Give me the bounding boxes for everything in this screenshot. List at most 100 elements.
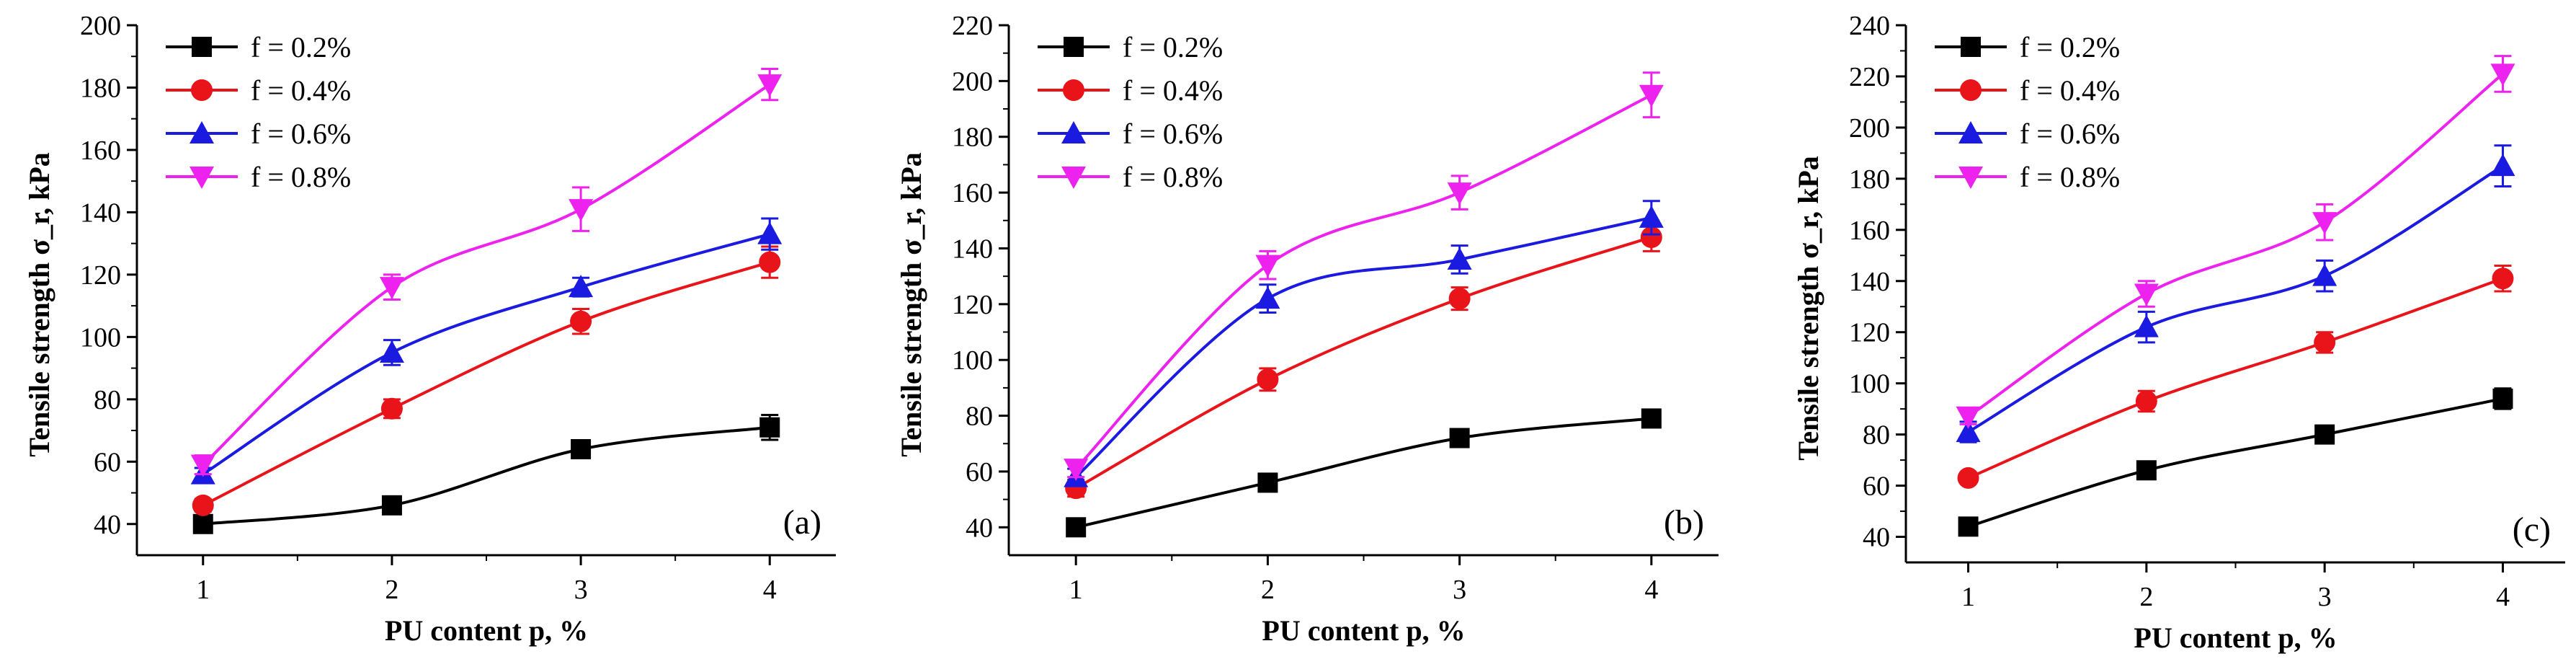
legend-marker (191, 79, 213, 101)
data-point (380, 397, 403, 420)
series-line (202, 260, 770, 507)
data-point (1447, 182, 1472, 205)
x-tick-label: 2 (1261, 575, 1275, 605)
data-point (381, 495, 402, 516)
series-line (1074, 216, 1652, 479)
panel-label: (a) (783, 503, 821, 541)
y-tick-label: 140 (80, 198, 121, 228)
y-axis-title: Tensile strength σ_r, kPa (23, 152, 55, 457)
x-tick-label: 4 (2496, 582, 2510, 612)
data-point (2492, 268, 2514, 290)
data-point (569, 199, 594, 222)
series-line (1967, 277, 2504, 479)
legend-marker (190, 121, 214, 143)
series-line (1967, 397, 2503, 529)
y-tick-label: 60 (1863, 472, 1890, 502)
data-point (1257, 472, 1278, 493)
data-point (192, 513, 213, 534)
series-line (1075, 417, 1652, 529)
y-tick-label: 240 (1849, 11, 1890, 41)
x-tick-label: 3 (2318, 582, 2332, 612)
legend-marker (1061, 167, 1086, 189)
data-point (1956, 420, 1981, 443)
legend-label: f = 0.8% (2020, 161, 2120, 193)
data-point (759, 417, 780, 438)
x-tick-label: 2 (2139, 582, 2153, 612)
legend-label: f = 0.6% (251, 118, 351, 150)
data-point (2314, 331, 2336, 353)
series-3 (190, 217, 783, 485)
data-point (2135, 390, 2157, 412)
y-tick-label: 140 (952, 234, 993, 264)
y-tick-label: 120 (952, 290, 993, 320)
y-tick-label: 100 (80, 322, 121, 353)
x-tick-label: 3 (1453, 575, 1466, 605)
y-tick-label: 180 (952, 123, 993, 153)
y-tick-label: 160 (80, 136, 121, 166)
data-point (2136, 460, 2157, 481)
data-point (759, 251, 781, 273)
series-1 (1958, 387, 2513, 537)
chart-panel-1: 40 60 80 100 120 140 160 180 200 1 2 3 4 PU content p… (23, 11, 836, 647)
data-point (1640, 226, 1662, 248)
x-axis-title: PU content p, % (385, 614, 588, 647)
legend-marker (1961, 37, 1981, 57)
y-tick-label: 120 (80, 260, 121, 291)
x-tick-label: 2 (385, 575, 398, 605)
data-point (192, 494, 214, 516)
y-tick-label: 200 (1849, 113, 1890, 143)
data-point (1066, 517, 1087, 538)
chart-panel-2: 40 60 80 100 120 140 160 180 200 220 1 2 3 4 PU conten… (895, 11, 1719, 647)
legend-marker (1958, 167, 1983, 189)
panel-label: (c) (2513, 510, 2551, 549)
series-2 (192, 245, 781, 516)
data-point (1957, 467, 1979, 489)
legend-label: f = 0.8% (251, 161, 351, 193)
y-tick-label: 40 (966, 513, 993, 543)
legend-label: f = 0.2% (2020, 31, 2120, 63)
panel-label: (b) (1664, 503, 1704, 541)
y-tick-label: 60 (966, 457, 993, 487)
legend-marker (1063, 79, 1084, 101)
legend-label: f = 0.2% (1123, 31, 1223, 63)
data-point (2490, 63, 2515, 87)
data-point (379, 340, 404, 363)
series-line (202, 425, 770, 526)
data-point (1447, 247, 1472, 270)
data-point (1448, 288, 1471, 310)
data-point (190, 454, 215, 477)
series-4 (1064, 71, 1664, 482)
x-tick-label: 1 (196, 575, 210, 605)
legend-marker (1958, 121, 1983, 143)
data-point (1255, 286, 1280, 309)
y-tick-label: 200 (952, 66, 993, 97)
y-tick-label: 40 (94, 510, 121, 540)
y-tick-label: 80 (94, 385, 121, 415)
x-axis-title: PU content p, % (1262, 614, 1465, 647)
legend: f = 0.2% f = 0.4% f = 0.6% f = 0.8% (166, 31, 351, 193)
legend-label: f = 0.4% (251, 74, 351, 107)
y-tick-label: 160 (952, 178, 993, 208)
data-point (1639, 205, 1664, 228)
data-point (2490, 154, 2515, 177)
y-tick-label: 200 (80, 11, 121, 41)
series-line (202, 232, 770, 476)
legend-marker (190, 167, 214, 189)
y-tick-label: 180 (1849, 164, 1890, 195)
legend: f = 0.2% f = 0.4% f = 0.6% f = 0.8% (1935, 31, 2120, 193)
data-point (1064, 459, 1089, 482)
legend-label: f = 0.8% (1123, 161, 1223, 193)
series-4 (190, 68, 783, 477)
y-tick-label: 220 (1849, 62, 1890, 92)
data-point (2134, 283, 2159, 306)
legend-label: f = 0.2% (251, 31, 351, 63)
series-2 (1957, 264, 2514, 489)
y-tick-label: 180 (80, 73, 121, 103)
x-tick-label: 1 (1069, 575, 1083, 605)
y-tick-label: 100 (1849, 369, 1890, 399)
y-tick-label: 160 (1849, 216, 1890, 246)
y-tick-label: 220 (952, 11, 993, 41)
y-tick-label: 140 (1849, 267, 1890, 297)
